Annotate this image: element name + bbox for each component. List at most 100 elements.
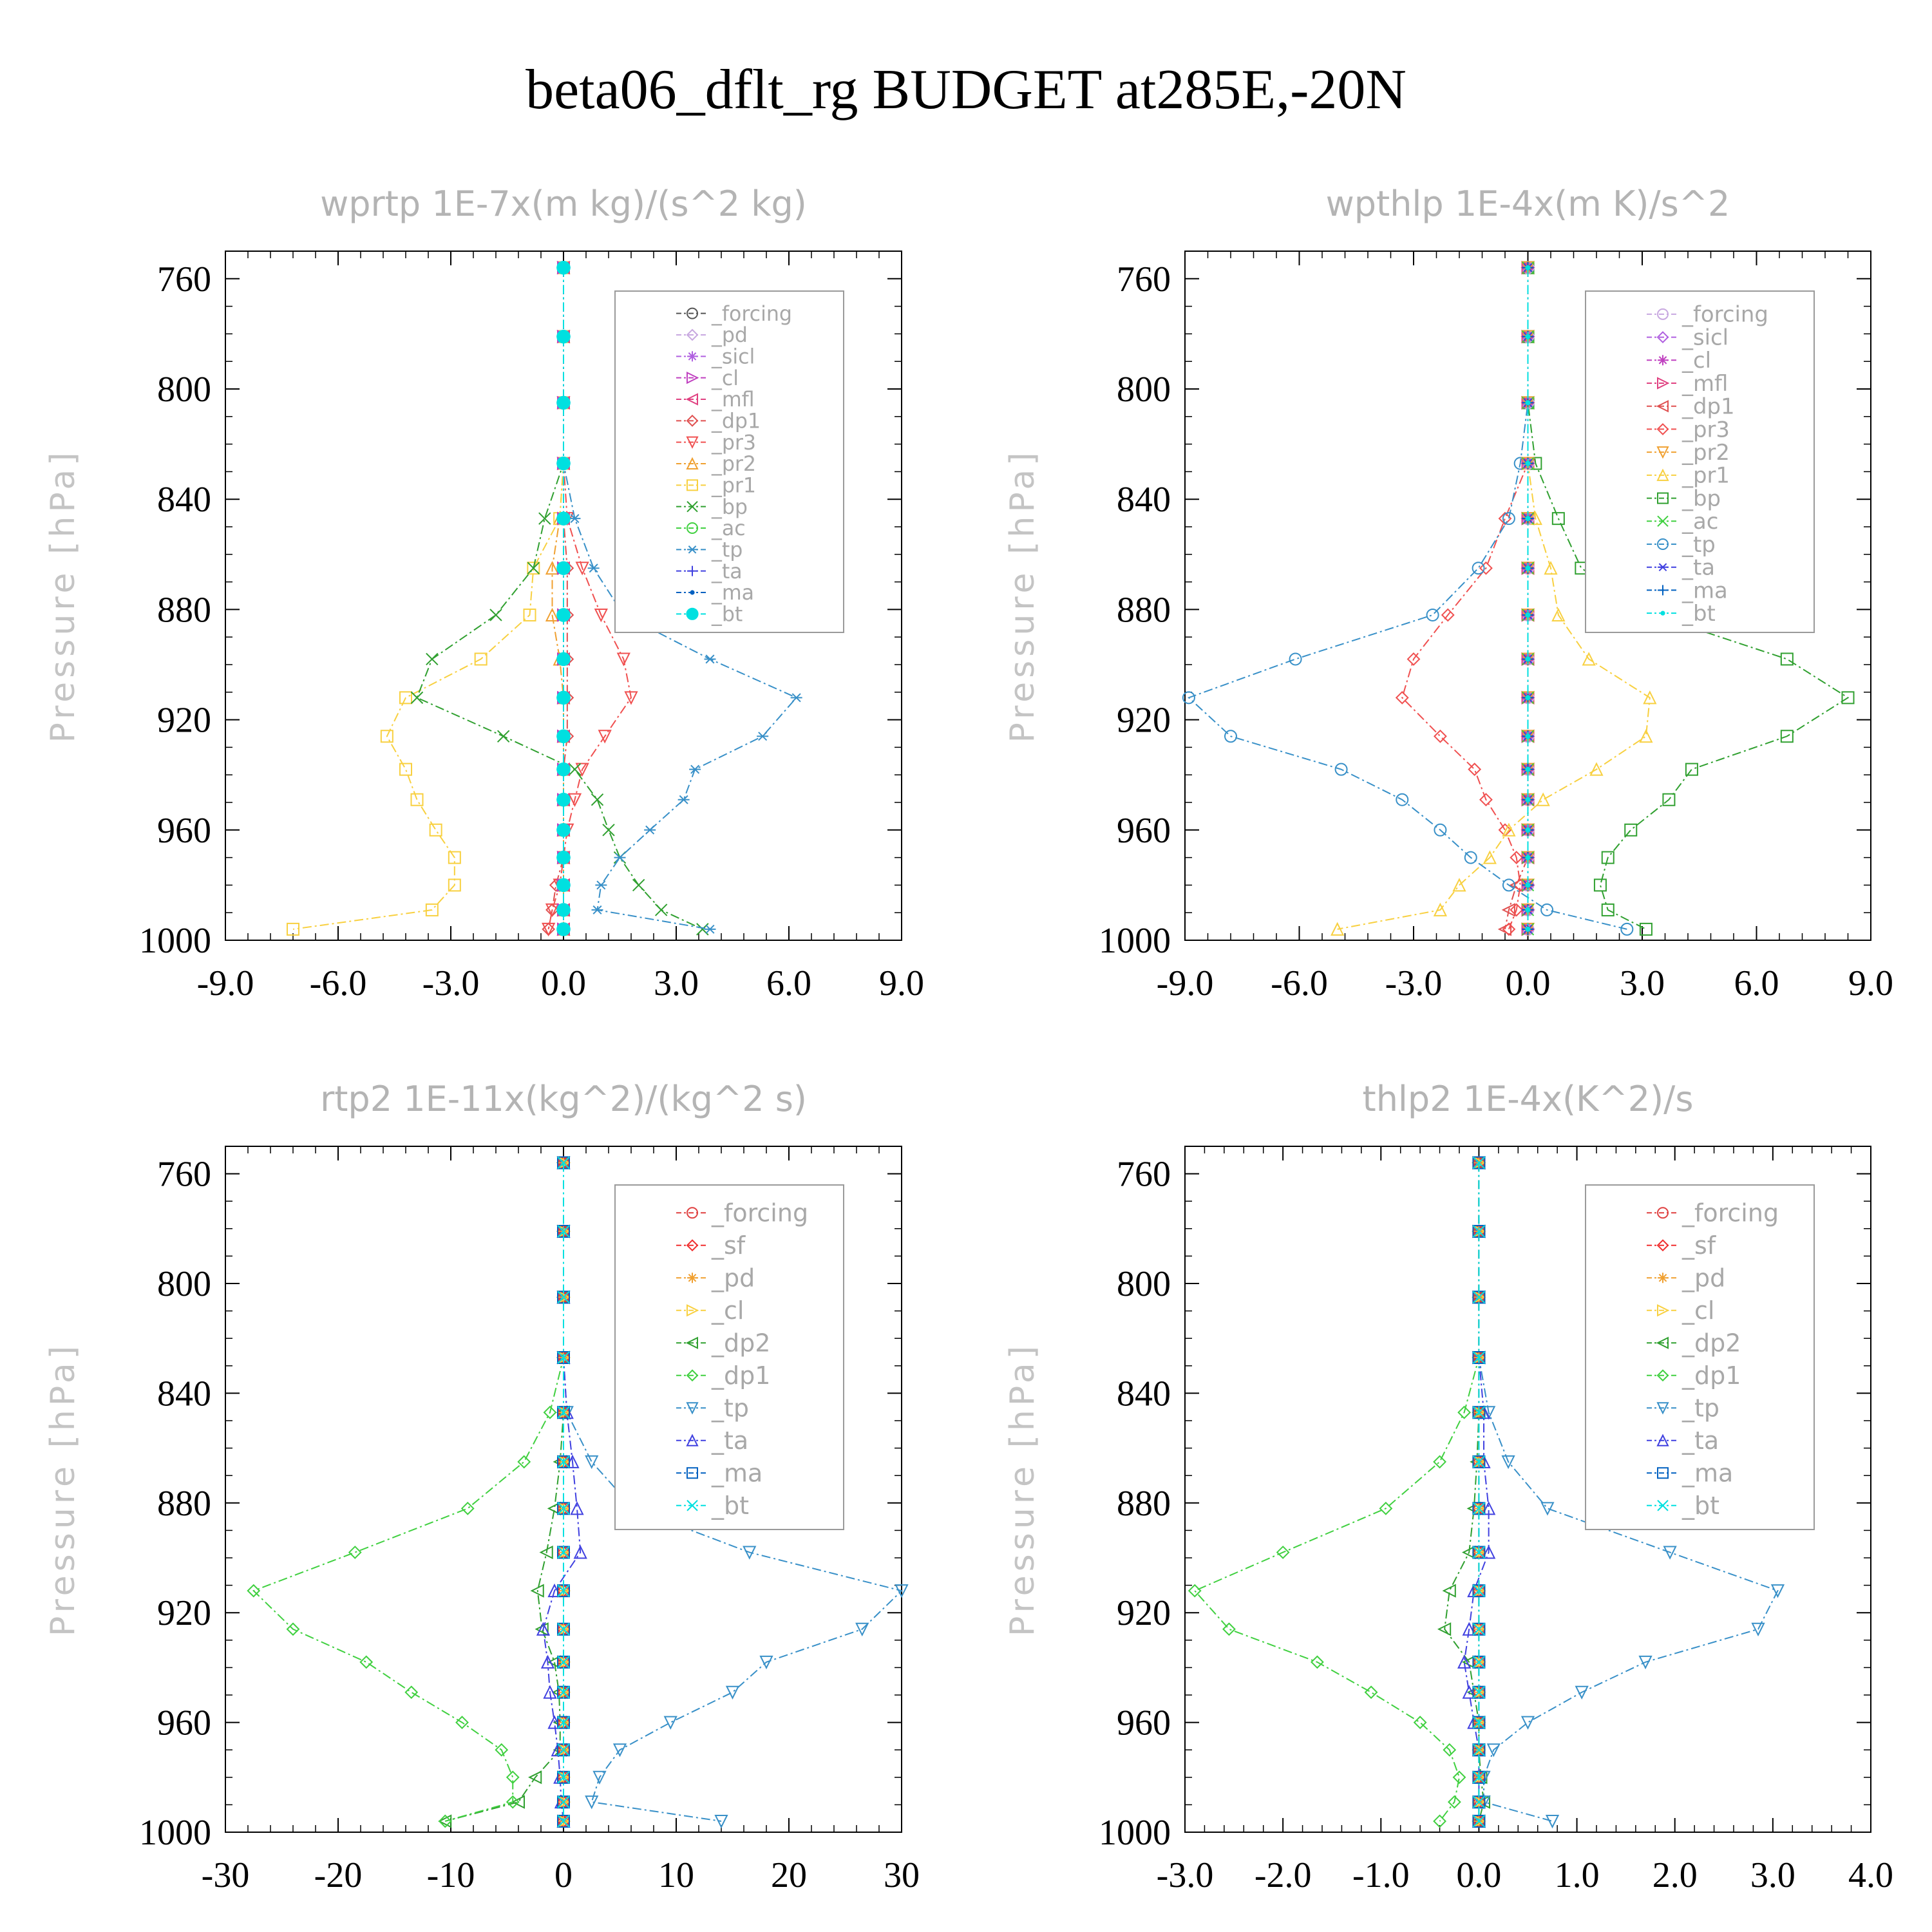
- point-marker: [1472, 1686, 1486, 1699]
- point-marker: [1525, 695, 1531, 701]
- legend-item: _dp1: [676, 1361, 770, 1390]
- point-marker: [1624, 823, 1638, 837]
- point-marker: [1660, 611, 1665, 616]
- point-marker: [1525, 907, 1531, 913]
- point-marker: [1656, 423, 1669, 435]
- legend-item: _ta: [1647, 555, 1715, 580]
- legend-item: _pr1: [676, 474, 756, 497]
- point-marker: [612, 1743, 627, 1757]
- point-marker: [1472, 1502, 1486, 1515]
- point-marker: [1395, 690, 1409, 705]
- point-marker: [474, 652, 488, 666]
- y-axis-label: Pressure [hPa]: [1003, 1342, 1042, 1636]
- point-marker: [506, 1770, 520, 1785]
- point-marker: [1464, 851, 1477, 864]
- point-marker: [1472, 1716, 1486, 1729]
- legend-label: _sicl: [1681, 325, 1728, 350]
- point-marker: [591, 793, 604, 806]
- point-marker: [570, 1501, 584, 1515]
- series-line: [1527, 267, 1850, 930]
- point-marker: [1657, 377, 1670, 390]
- point-marker: [1525, 855, 1531, 860]
- y-axis-label: Pressure [hPa]: [44, 1342, 82, 1636]
- point-marker: [1486, 1743, 1501, 1757]
- y-tick-label: 760: [157, 1155, 211, 1195]
- x-tick-label: -6.0: [310, 963, 367, 1003]
- point-marker: [1331, 922, 1345, 936]
- x-tick-label: -1.0: [1352, 1855, 1410, 1895]
- point-marker: [1510, 851, 1524, 865]
- y-tick-label: 800: [1117, 1264, 1171, 1304]
- point-marker: [556, 762, 571, 777]
- legend-item: _forcing: [676, 303, 792, 326]
- point-marker: [595, 880, 607, 890]
- y-tick-label: 960: [157, 1703, 211, 1743]
- legend-item: _dp1: [1647, 1361, 1741, 1390]
- point-marker: [743, 1546, 757, 1560]
- series-line: [252, 1162, 564, 1822]
- y-tick-label: 800: [157, 370, 211, 410]
- legend-item: _ac: [676, 517, 746, 540]
- legend-label: _tp: [711, 538, 743, 562]
- point-marker: [714, 1814, 728, 1829]
- point-marker: [1501, 1455, 1515, 1470]
- x-tick-label: 30: [884, 1855, 920, 1895]
- point-marker: [410, 793, 424, 806]
- point-marker: [530, 1584, 544, 1598]
- point-marker: [1601, 851, 1615, 864]
- point-marker: [687, 372, 699, 384]
- point-marker: [557, 1546, 570, 1559]
- legend-item: _cl: [676, 367, 739, 390]
- x-tick-label: 0: [554, 1855, 573, 1895]
- point-marker: [1525, 827, 1531, 833]
- point-marker: [556, 561, 571, 575]
- point-marker: [585, 1455, 599, 1470]
- legend-item: _cl: [1647, 348, 1711, 373]
- x-tick-label: 9.0: [879, 963, 924, 1003]
- point-marker: [545, 607, 560, 621]
- y-tick-label: 760: [1117, 260, 1171, 299]
- point-marker: [1525, 766, 1531, 772]
- series-bt: [556, 260, 571, 936]
- legend-label: _bt: [1681, 1492, 1719, 1520]
- point-marker: [543, 1685, 557, 1699]
- point-marker: [286, 1622, 300, 1636]
- point-marker: [556, 329, 571, 344]
- y-tick-label: 920: [157, 1593, 211, 1633]
- legend-label: _tp: [1681, 1394, 1719, 1423]
- point-marker: [594, 608, 608, 623]
- legend-label: _bp: [1681, 486, 1721, 511]
- point-marker: [1426, 608, 1439, 621]
- point-marker: [556, 922, 571, 936]
- legend-item: _tp: [676, 538, 743, 562]
- legend-label: _cl: [1681, 1296, 1714, 1325]
- legend-box: [614, 290, 844, 633]
- point-marker: [438, 1814, 452, 1828]
- legend-label: _pd: [1681, 1264, 1725, 1293]
- series-bt: [1472, 1156, 1486, 1828]
- legend-label: _ac: [711, 517, 746, 540]
- legend-box: [1585, 1184, 1815, 1530]
- series-tp: [1182, 261, 1634, 936]
- y-tick-label: 760: [1117, 1155, 1171, 1195]
- point-marker: [687, 1207, 698, 1219]
- point-marker: [1841, 691, 1855, 705]
- point-marker: [1525, 926, 1531, 932]
- point-marker: [687, 307, 698, 319]
- chart-panel-2: wpthlp 1E-4x(m K)/s^2 Pressure [hPa] -9.0 -…: [1003, 184, 1893, 1003]
- point-marker: [1620, 922, 1634, 936]
- figure-title: beta06_dflt_rg BUDGET at285E,-20N: [526, 59, 1406, 121]
- point-marker: [1334, 762, 1348, 776]
- point-marker: [1472, 1623, 1486, 1636]
- point-marker: [686, 1402, 699, 1415]
- point-marker: [425, 903, 439, 916]
- point-marker: [540, 1654, 555, 1669]
- y-tick-label: 920: [1117, 1593, 1171, 1633]
- point-marker: [1639, 729, 1653, 743]
- point-marker: [1551, 512, 1565, 526]
- point-marker: [757, 732, 769, 741]
- series-bt: [557, 1156, 570, 1828]
- point-marker: [1433, 902, 1448, 916]
- point-marker: [855, 1622, 869, 1636]
- point-marker: [527, 562, 540, 575]
